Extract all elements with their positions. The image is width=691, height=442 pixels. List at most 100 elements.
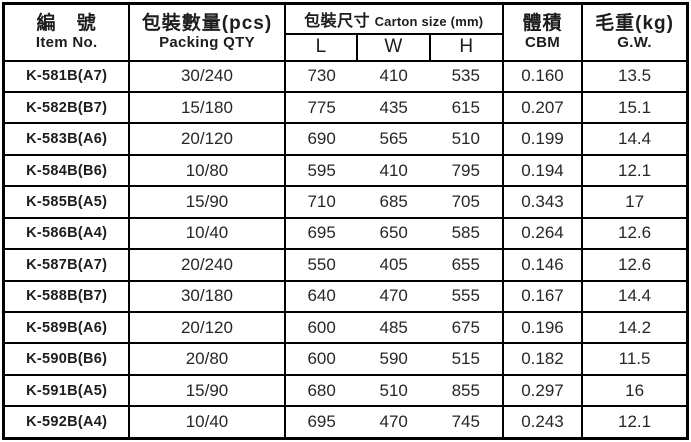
packing-qty-cell: 15/90 [128, 373, 286, 408]
carton-size-cell: 690 565 510 [283, 122, 504, 156]
gw-cell: 16 [581, 373, 689, 408]
header-cbm: 體積 CBM [501, 2, 584, 62]
table-body: K-581B(A7) 30/240 730 410 535 0.160 13.5… [2, 59, 689, 440]
packing-qty-cell: 30/180 [128, 279, 286, 314]
cbm-cell: 0.160 [501, 59, 584, 93]
item-no-cell: K-586B(A4) [2, 216, 131, 251]
carton-width-value: 650 [379, 223, 408, 243]
packing-qty-cell: 15/90 [128, 185, 286, 219]
cbm-cell: 0.167 [501, 279, 584, 314]
item-no-cell: K-590B(B6) [2, 342, 131, 376]
gw-cell: 12.6 [581, 248, 689, 282]
header-dim-l: L [283, 32, 359, 62]
header-dim-w: W [356, 32, 431, 62]
carton-width-value: 510 [379, 380, 408, 400]
carton-height-value: 515 [451, 349, 480, 369]
carton-width-value: 405 [379, 254, 408, 274]
table-row: K-592B(A4) 10/40 695 470 745 0.243 12.1 [2, 405, 689, 440]
header-carton-size: 包裝尺寸 Carton size (mm) [283, 2, 504, 35]
carton-height-value: 795 [451, 160, 480, 180]
gw-cell: 15.1 [581, 90, 689, 125]
carton-length-value: 690 [307, 129, 336, 149]
item-no-cell: K-585B(A5) [2, 185, 131, 219]
item-no-cell: K-581B(A7) [2, 59, 131, 93]
carton-size-cell: 600 485 675 [283, 310, 504, 345]
carton-size-cell: 595 410 795 [283, 153, 504, 188]
header-item-no-zh: 編 號 [36, 13, 97, 35]
carton-length-value: 600 [307, 317, 336, 337]
gw-cell: 12.1 [581, 405, 689, 440]
header-gw-zh: 毛重(kg) [595, 13, 674, 35]
carton-length-value: 730 [307, 66, 336, 86]
carton-size-cell: 730 410 535 [283, 59, 504, 93]
packing-qty-cell: 20/120 [128, 310, 286, 345]
cbm-cell: 0.194 [501, 153, 584, 188]
carton-height-value: 510 [451, 129, 480, 149]
carton-height-value: 535 [451, 66, 480, 86]
carton-length-value: 775 [307, 97, 336, 117]
carton-height-value: 655 [451, 254, 480, 274]
carton-size-cell: 600 590 515 [283, 342, 504, 376]
packing-qty-cell: 10/40 [128, 216, 286, 251]
table-row: K-584B(B6) 10/80 595 410 795 0.194 12.1 [2, 153, 689, 188]
table-row: K-582B(B7) 15/180 775 435 615 0.207 15.1 [2, 90, 689, 125]
gw-cell: 14.4 [581, 122, 689, 156]
table-row: K-590B(B6) 20/80 600 590 515 0.182 11.5 [2, 342, 689, 376]
gw-cell: 14.2 [581, 310, 689, 345]
cbm-cell: 0.264 [501, 216, 584, 251]
header-cbm-en: CBM [524, 33, 560, 51]
carton-width-value: 485 [379, 317, 408, 337]
header-item-no-en: Item No. [35, 33, 98, 51]
carton-height-value: 855 [451, 380, 480, 400]
carton-length-value: 710 [307, 191, 336, 211]
cbm-cell: 0.182 [501, 342, 584, 376]
gw-cell: 11.5 [581, 342, 689, 376]
item-no-cell: K-589B(A6) [2, 310, 131, 345]
cbm-cell: 0.243 [501, 405, 584, 440]
item-no-cell: K-584B(B6) [2, 153, 131, 188]
gw-cell: 17 [581, 185, 689, 219]
header-cbm-zh: 體積 [522, 13, 563, 35]
table-row: K-586B(A4) 10/40 695 650 585 0.264 12.6 [2, 216, 689, 251]
cbm-cell: 0.196 [501, 310, 584, 345]
carton-width-value: 470 [379, 286, 408, 306]
carton-height-value: 675 [451, 317, 480, 337]
carton-length-value: 595 [307, 160, 336, 180]
cbm-cell: 0.199 [501, 122, 584, 156]
cbm-cell: 0.146 [501, 248, 584, 282]
header-packing-qty-zh: 包裝數量(pcs) [141, 13, 273, 35]
gw-cell: 13.5 [581, 59, 689, 93]
carton-size-cell: 550 405 655 [283, 248, 504, 282]
table-row: K-585B(A5) 15/90 710 685 705 0.343 17 [2, 185, 689, 219]
table-row: K-591B(A5) 15/90 680 510 855 0.297 16 [2, 373, 689, 408]
table-row: K-589B(A6) 20/120 600 485 675 0.196 14.2 [2, 310, 689, 345]
carton-size-cell: 775 435 615 [283, 90, 504, 125]
table-row: K-587B(A7) 20/240 550 405 655 0.146 12.6 [2, 248, 689, 282]
carton-height-value: 555 [451, 286, 480, 306]
packing-qty-cell: 10/80 [128, 153, 286, 188]
header-carton-size-en: Carton size (mm) [374, 13, 484, 29]
carton-height-value: 705 [451, 191, 480, 211]
header-dim-h: H [428, 32, 504, 62]
carton-size-cell: 695 650 585 [283, 216, 504, 251]
item-no-cell: K-588B(B7) [2, 279, 131, 314]
carton-length-value: 550 [307, 254, 336, 274]
carton-length-value: 600 [307, 349, 336, 369]
carton-height-value: 585 [451, 223, 480, 243]
table-row: K-583B(A6) 20/120 690 565 510 0.199 14.4 [2, 122, 689, 156]
header-gw-en: G.W. [617, 33, 652, 51]
packing-qty-cell: 15/180 [128, 90, 286, 125]
carton-width-value: 565 [379, 129, 408, 149]
carton-length-value: 695 [307, 223, 336, 243]
cbm-cell: 0.343 [501, 185, 584, 219]
gw-cell: 12.1 [581, 153, 689, 188]
header-item-no: 編 號 Item No. [2, 2, 131, 62]
carton-size-cell: 695 470 745 [283, 405, 504, 440]
packing-qty-cell: 30/240 [128, 59, 286, 93]
table-row: K-581B(A7) 30/240 730 410 535 0.160 13.5 [2, 59, 689, 93]
item-no-cell: K-591B(A5) [2, 373, 131, 408]
carton-size-cell: 640 470 555 [283, 279, 504, 314]
item-no-cell: K-582B(B7) [2, 90, 131, 125]
carton-size-cell: 710 685 705 [283, 185, 504, 219]
